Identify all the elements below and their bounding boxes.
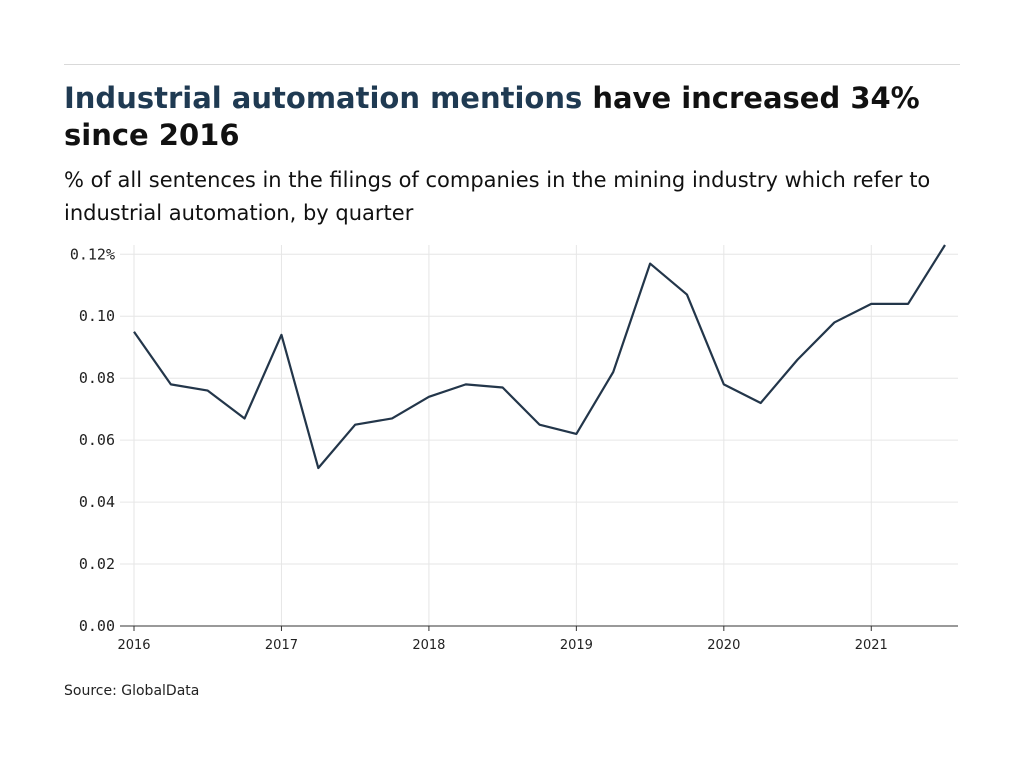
data-point bbox=[649, 262, 651, 264]
data-point bbox=[280, 334, 282, 336]
chart-subtitle: % of all sentences in the filings of com… bbox=[64, 168, 931, 225]
headline-highlight: Industrial automation mentions bbox=[64, 81, 583, 115]
data-point bbox=[686, 293, 688, 295]
data-point bbox=[207, 389, 209, 391]
x-tick-label: 2021 bbox=[855, 638, 888, 653]
top-rule bbox=[64, 64, 960, 65]
x-tick-label: 2017 bbox=[265, 638, 298, 653]
y-axis-labels: 0.00 0.02 0.04 0.06 0.08 0.10 0.12% bbox=[70, 245, 115, 635]
x-tick-label: 2016 bbox=[117, 638, 150, 653]
y-tick-label: 0.10 bbox=[79, 307, 115, 325]
x-axis-labels: 2016 2017 2018 2019 2020 2021 bbox=[117, 638, 887, 653]
data-point bbox=[870, 303, 872, 305]
x-tick-label: 2020 bbox=[707, 638, 740, 653]
y-tick-label: 0.02 bbox=[79, 555, 115, 573]
y-tick-label: 0.00 bbox=[79, 617, 115, 635]
x-gridlines bbox=[133, 245, 872, 626]
data-point bbox=[907, 303, 909, 305]
y-tick-label: 0.12% bbox=[70, 245, 115, 263]
data-point bbox=[354, 423, 356, 425]
data-point bbox=[243, 417, 245, 419]
data-point bbox=[575, 433, 577, 435]
x-axis-ticks bbox=[133, 626, 872, 631]
x-tick-label: 2019 bbox=[560, 638, 593, 653]
data-point bbox=[170, 383, 172, 385]
data-point bbox=[465, 383, 467, 385]
x-tick-label: 2018 bbox=[412, 638, 445, 653]
data-points bbox=[133, 244, 946, 469]
data-point bbox=[612, 371, 614, 373]
data-point bbox=[538, 423, 540, 425]
source-note: Source: GlobalData bbox=[64, 683, 200, 699]
data-point bbox=[944, 244, 946, 246]
chart-headline: Industrial automation mentions have incr… bbox=[64, 80, 964, 154]
data-point bbox=[428, 396, 430, 398]
y-gridlines bbox=[120, 253, 958, 565]
data-point bbox=[317, 467, 319, 469]
y-tick-label: 0.06 bbox=[79, 431, 115, 449]
data-point bbox=[723, 383, 725, 385]
y-tick-label: 0.08 bbox=[79, 369, 115, 387]
data-point bbox=[796, 358, 798, 360]
data-point bbox=[833, 321, 835, 323]
data-point bbox=[391, 417, 393, 419]
y-tick-label: 0.04 bbox=[79, 493, 115, 511]
data-point bbox=[133, 331, 135, 333]
data-point bbox=[501, 386, 503, 388]
series-line bbox=[133, 244, 946, 470]
headline-rest: have increased 34% since 2016 bbox=[64, 81, 920, 152]
data-point bbox=[759, 402, 761, 404]
